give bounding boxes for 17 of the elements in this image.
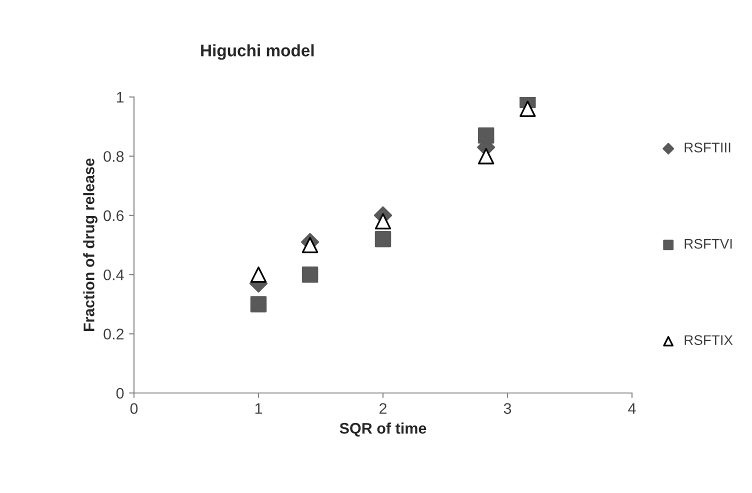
y-tick-label: 0 xyxy=(116,388,124,399)
x-tick-label: 4 xyxy=(628,403,636,414)
y-tick-label: 0.4 xyxy=(104,269,124,280)
y-tick-label: 0.8 xyxy=(104,151,124,162)
legend-label: RSFTIII xyxy=(684,142,730,152)
x-tick-label: 0 xyxy=(130,403,138,414)
x-tick-label: 1 xyxy=(255,403,262,414)
x-tick-label: 2 xyxy=(380,403,386,414)
y-axis-title: Fraction of drug release xyxy=(83,158,98,331)
y-tick-label: 1 xyxy=(116,92,124,103)
chart-title: Higuchi model xyxy=(201,44,314,60)
x-tick-label: 3 xyxy=(504,403,512,414)
legend-label: RSFTIX xyxy=(684,335,733,346)
legend-label: RSFTVI xyxy=(684,238,732,249)
y-tick-label: 0.6 xyxy=(104,210,124,222)
y-tick-label: 0.2 xyxy=(104,328,124,340)
x-axis-title: SQR of time xyxy=(340,422,426,437)
